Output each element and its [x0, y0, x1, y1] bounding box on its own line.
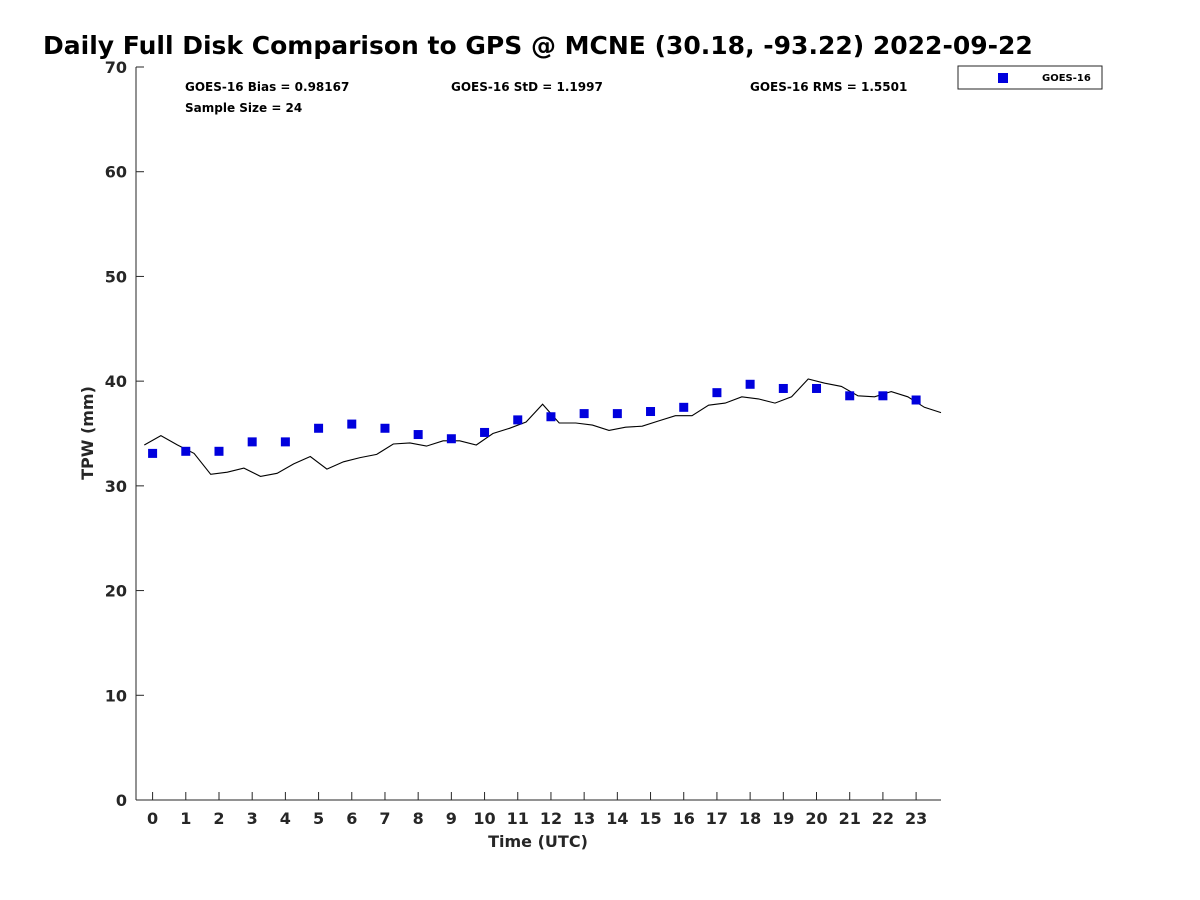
stat-bias: GOES-16 Bias = 0.98167: [185, 80, 349, 94]
y-tick-label: 0: [116, 791, 127, 810]
goes16-point: [679, 402, 689, 412]
x-tick-label: 5: [313, 809, 324, 828]
goes16-point: [347, 419, 357, 429]
gps-line: [144, 378, 942, 477]
goes16-point: [280, 437, 290, 447]
legend-box: [957, 65, 1103, 90]
x-tick-label: 18: [739, 809, 761, 828]
x-tick-label: 6: [346, 809, 357, 828]
gps-line-series: [144, 378, 942, 477]
goes16-point: [214, 446, 224, 456]
goes16-point: [480, 427, 490, 437]
goes16-point: [646, 407, 656, 417]
legend-marker-goes16: [998, 73, 1008, 83]
goes16-point: [845, 391, 855, 401]
x-tick-label: 13: [573, 809, 595, 828]
goes16-point: [911, 395, 921, 405]
goes16-point: [612, 409, 622, 419]
goes16-point: [380, 423, 390, 433]
x-tick-label: 12: [540, 809, 562, 828]
legend: GOES-16: [957, 65, 1103, 90]
x-tick-label: 0: [147, 809, 158, 828]
goes16-point: [148, 448, 158, 458]
y-tick-label: 20: [105, 582, 127, 601]
x-tick-label: 8: [413, 809, 424, 828]
y-tick-label: 70: [105, 58, 127, 77]
x-tick-label: 3: [247, 809, 258, 828]
x-tick-label: 20: [805, 809, 827, 828]
goes16-point: [812, 383, 822, 393]
goes16-point: [446, 434, 456, 444]
x-tick-label: 16: [673, 809, 695, 828]
x-tick-label: 17: [706, 809, 728, 828]
x-tick-label: 23: [905, 809, 927, 828]
goes16-point: [878, 391, 888, 401]
goes16-point: [513, 415, 523, 425]
chart-title: Daily Full Disk Comparison to GPS @ MCNE…: [43, 31, 1033, 60]
x-tick-label: 2: [213, 809, 224, 828]
goes16-point: [546, 412, 556, 422]
stat-sample-size: Sample Size = 24: [185, 101, 302, 115]
goes16-point: [712, 388, 722, 398]
y-tick-label: 10: [105, 686, 127, 705]
goes16-point: [778, 383, 788, 393]
x-ticks: 0 1 2 3 4 5 6 7 8 9 10 11 12 13 14 15 16 17 18 19 20 21 22 23: [147, 792, 927, 828]
y-tick-label: 40: [105, 372, 127, 391]
goes16-point: [181, 446, 191, 456]
x-tick-label: 22: [872, 809, 894, 828]
goes16-point: [314, 423, 324, 433]
legend-label-goes16: GOES-16: [1042, 73, 1091, 84]
y-tick-label: 60: [105, 163, 127, 182]
y-tick-label: 50: [105, 267, 127, 286]
x-tick-label: 1: [180, 809, 191, 828]
x-tick-label: 7: [379, 809, 390, 828]
goes16-point: [579, 409, 589, 419]
stat-rms: GOES-16 RMS = 1.5501: [750, 80, 907, 94]
x-tick-label: 19: [772, 809, 794, 828]
x-tick-label: 10: [473, 809, 495, 828]
goes16-point: [247, 437, 257, 447]
x-tick-label: 15: [639, 809, 661, 828]
x-tick-label: 9: [446, 809, 457, 828]
x-tick-label: 11: [507, 809, 529, 828]
goes16-point: [745, 379, 755, 389]
x-axis-label: Time (UTC): [488, 832, 588, 851]
y-tick-label: 30: [105, 477, 127, 496]
goes16-point: [413, 430, 423, 440]
x-tick-label: 21: [839, 809, 861, 828]
goes16-point-series: [148, 379, 921, 458]
x-tick-label: 14: [606, 809, 628, 828]
stat-std: GOES-16 StD = 1.1997: [451, 80, 603, 94]
x-tick-label: 4: [280, 809, 291, 828]
y-axis-label: TPW (mm): [78, 386, 97, 480]
y-ticks: 0 10 20 30 40 50 60 70: [105, 58, 144, 810]
